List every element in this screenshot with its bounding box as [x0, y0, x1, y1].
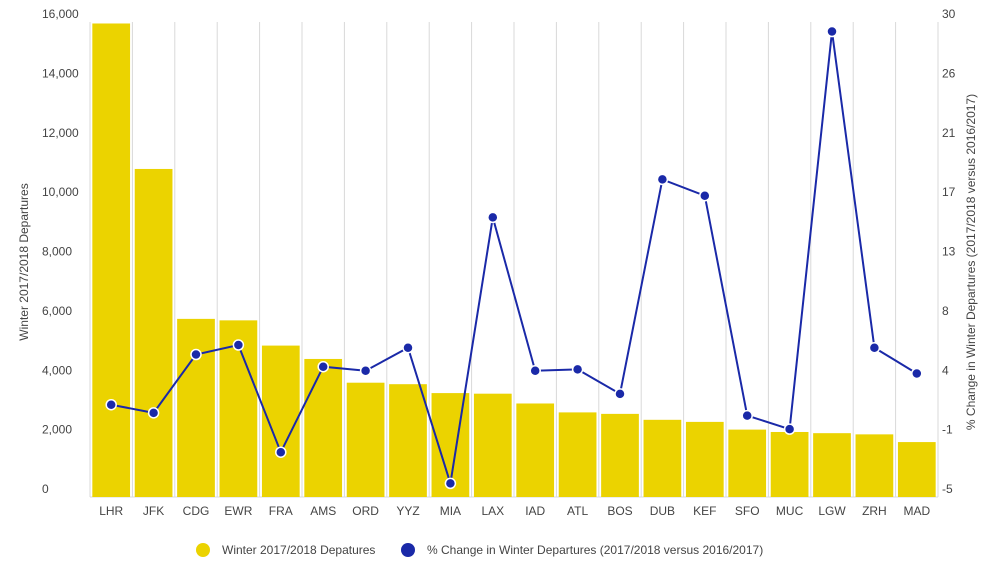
bar	[897, 442, 936, 497]
x-tick-label: BOS	[607, 504, 632, 518]
line-point	[444, 477, 457, 490]
bar	[92, 23, 131, 497]
right-tick-label: 26	[942, 66, 956, 80]
line-point	[529, 365, 541, 377]
line-point	[190, 348, 202, 361]
x-tick-label: ZRH	[862, 504, 887, 518]
bar	[346, 382, 385, 497]
line-point	[359, 365, 372, 377]
left-tick-label: 14,000	[42, 66, 79, 80]
legend-bar-label: Winter 2017/2018 Depatures	[222, 543, 375, 557]
line-point	[275, 446, 287, 458]
bar	[558, 412, 597, 497]
left-axis-ticks: 0 2,000 4,000 6,000 8,000 10,000 12,000 14,000 1…	[42, 7, 79, 496]
x-tick-label: SFO	[735, 504, 760, 518]
x-tick-label: LGW	[818, 504, 846, 518]
right-tick-label: 30	[942, 7, 956, 21]
bar	[770, 431, 809, 497]
bar	[473, 393, 512, 497]
left-tick-label: 16,000	[42, 7, 79, 21]
legend-bar-marker	[196, 543, 210, 557]
left-tick-label: 6,000	[42, 304, 72, 318]
line-point	[656, 173, 669, 186]
bar	[728, 429, 767, 497]
right-tick-label: 21	[942, 126, 956, 140]
right-tick-label: 17	[942, 185, 956, 199]
x-tick-label: MUC	[776, 504, 804, 518]
right-tick-label: 8	[942, 304, 949, 318]
x-tick-label: ORD	[352, 504, 379, 518]
legend: Winter 2017/2018 Depatures % Change in W…	[196, 543, 763, 557]
bar	[389, 384, 427, 497]
x-tick-label: EWR	[224, 504, 252, 518]
line-point	[317, 360, 329, 373]
left-tick-label: 2,000	[42, 423, 72, 437]
line-series	[105, 25, 923, 490]
line-point	[147, 407, 160, 419]
line-path	[111, 31, 918, 484]
x-tick-label: JFK	[143, 504, 164, 518]
x-tick-label: YYZ	[396, 504, 419, 518]
right-axis-ticks: -5 -1 4 8 13 17 21 26 30	[942, 7, 956, 496]
x-tick-label: LAX	[481, 504, 504, 518]
bar	[643, 419, 682, 497]
bar-series	[92, 23, 936, 497]
left-tick-label: 8,000	[42, 245, 72, 259]
x-tick-label: IAD	[525, 504, 545, 518]
right-tick-label: -5	[942, 482, 953, 496]
line-point	[614, 388, 626, 400]
right-axis-title: % Change in Winter Departures (2017/2018…	[964, 94, 978, 430]
left-tick-label: 12,000	[42, 126, 79, 140]
left-axis-title: Winter 2017/2018 Departures	[17, 183, 31, 340]
x-tick-label: LHR	[99, 504, 123, 518]
line-point	[826, 25, 838, 38]
left-tick-label: 10,000	[42, 185, 79, 199]
grid-lines	[89, 22, 939, 498]
x-tick-label: FRA	[269, 504, 293, 518]
line-point	[783, 423, 796, 435]
x-tick-label: AMS	[310, 504, 336, 518]
bar	[813, 433, 851, 497]
bar	[177, 318, 215, 497]
bar	[601, 413, 639, 497]
line-point	[571, 363, 584, 376]
x-tick-label: DUB	[650, 504, 675, 518]
x-tick-label: MIA	[440, 504, 461, 518]
bar	[685, 421, 724, 497]
x-tick-label: KEF	[693, 504, 716, 518]
x-axis-ticks: LHR JFK CDG EWR FRA AMS ORD YYZ MIA LAX IAD ATL BOS D…	[99, 504, 930, 518]
x-tick-label: ATL	[567, 504, 588, 518]
line-point	[741, 409, 753, 422]
line-point	[105, 398, 117, 411]
bar	[134, 168, 173, 497]
line-point	[402, 341, 414, 354]
line-point	[487, 211, 499, 224]
bar	[516, 403, 555, 497]
right-tick-label: 4	[942, 363, 949, 377]
line-point	[911, 367, 923, 380]
line-point	[868, 341, 881, 354]
bar	[304, 358, 343, 497]
line-point	[232, 339, 245, 351]
right-tick-label: -1	[942, 423, 953, 437]
legend-line-marker	[401, 543, 415, 557]
right-tick-label: 13	[942, 245, 956, 259]
x-tick-label: CDG	[183, 504, 210, 518]
legend-line-label: % Change in Winter Departures (2017/2018…	[427, 543, 763, 557]
x-tick-label: MAD	[903, 504, 930, 518]
bar	[855, 434, 894, 497]
left-tick-label: 4,000	[42, 363, 72, 377]
line-point	[699, 189, 711, 202]
left-tick-label: 0	[42, 482, 49, 496]
